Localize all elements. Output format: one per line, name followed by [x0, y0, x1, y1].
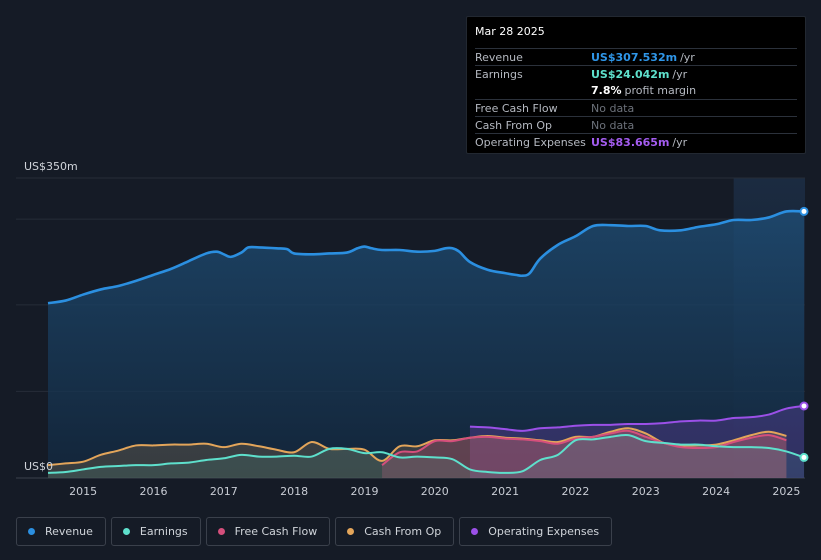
tooltip-row-value: 7.8% — [591, 84, 622, 97]
tooltip-row-label: Cash From Op — [475, 119, 553, 132]
tooltip-row: Cash From Op No data — [475, 116, 797, 133]
earnings-area — [48, 434, 804, 478]
legend-item-earnings[interactable]: Earnings — [110, 517, 201, 546]
tooltip-row-nodata: No data — [591, 119, 635, 132]
legend-item-cash-from-op[interactable]: Cash From Op — [335, 517, 455, 546]
revenue-end-marker — [799, 206, 809, 216]
tooltip-row-unit: /yr — [680, 51, 695, 64]
x-tick-label: 2015 — [69, 485, 97, 498]
tooltip-row-value: US$24.042m — [591, 68, 670, 81]
x-tick-label: 2024 — [702, 485, 730, 498]
revenue-area — [48, 210, 804, 478]
x-tick-label: 2016 — [139, 485, 167, 498]
legend-item-revenue[interactable]: Revenue — [16, 517, 106, 546]
x-tick-label: 2020 — [421, 485, 449, 498]
x-tick-label: 2022 — [561, 485, 589, 498]
x-tick-label: 2021 — [491, 485, 519, 498]
legend-label: Cash From Op — [364, 525, 442, 538]
tooltip-row-value: US$307.532m — [591, 51, 678, 64]
tooltip-row: Free Cash Flow No data — [475, 99, 797, 116]
legend-dot-icon — [347, 528, 355, 535]
tooltip-row: Earnings US$24.042m/yr — [475, 65, 797, 82]
earnings-end-marker — [799, 452, 809, 462]
tooltip-row: Revenue US$307.532m/yr — [475, 48, 797, 65]
tooltip-date: Mar 28 2025 — [475, 25, 545, 38]
earnings-line — [47, 433, 805, 474]
x-tick-label: 2023 — [632, 485, 660, 498]
legend-label: Free Cash Flow — [234, 525, 318, 538]
operating-expenses-area — [469, 406, 804, 478]
legend: Revenue Earnings Free Cash Flow Cash From O… — [16, 517, 613, 546]
operating-expenses-line — [469, 405, 805, 432]
operating-expenses-end-marker — [799, 401, 809, 411]
legend-item-free-cash-flow[interactable]: Free Cash Flow — [205, 517, 331, 546]
legend-dot-icon — [471, 528, 479, 535]
tooltip-row-nodata: No data — [591, 102, 635, 115]
tooltip-row-label: Earnings — [475, 68, 523, 81]
x-tick-label: 2017 — [210, 485, 238, 498]
tooltip-row-label — [475, 82, 591, 99]
tooltip-row-unit: /yr — [672, 68, 688, 81]
tooltip-row-label: Operating Expenses — [475, 136, 586, 149]
tooltip-row-unit: profit margin — [624, 84, 697, 97]
x-tick-label: 2019 — [350, 485, 378, 498]
tooltip-row-value: US$83.665m — [591, 136, 670, 149]
legend-label: Revenue — [45, 525, 93, 538]
y-axis-max-label: US$350m — [24, 160, 78, 173]
legend-dot-icon — [122, 528, 130, 535]
x-tick-label: 2025 — [772, 485, 800, 498]
tooltip-row: 7.8% profit margin — [475, 82, 797, 99]
tooltip-row: Operating Expenses US$83.665m/yr — [475, 133, 797, 150]
cash-from-op-area — [48, 428, 787, 478]
revenue-line — [47, 209, 805, 305]
tooltip-panel: Mar 28 2025 Revenue US$307.532m/yr Earning… — [466, 16, 806, 154]
tooltip-row-label: Free Cash Flow — [475, 102, 558, 115]
legend-label: Operating Expenses — [488, 525, 600, 538]
legend-item-operating-expenses[interactable]: Operating Expenses — [459, 517, 613, 546]
legend-label: Earnings — [139, 525, 188, 538]
legend-dot-icon — [217, 528, 225, 535]
legend-dot-icon — [28, 528, 35, 535]
x-tick-label: 2018 — [280, 485, 308, 498]
y-axis-min-label: US$0 — [24, 460, 53, 473]
free-cash-flow-area — [382, 430, 787, 478]
tooltip-row-label: Revenue — [475, 51, 523, 64]
tooltip-row-unit: /yr — [672, 136, 688, 149]
